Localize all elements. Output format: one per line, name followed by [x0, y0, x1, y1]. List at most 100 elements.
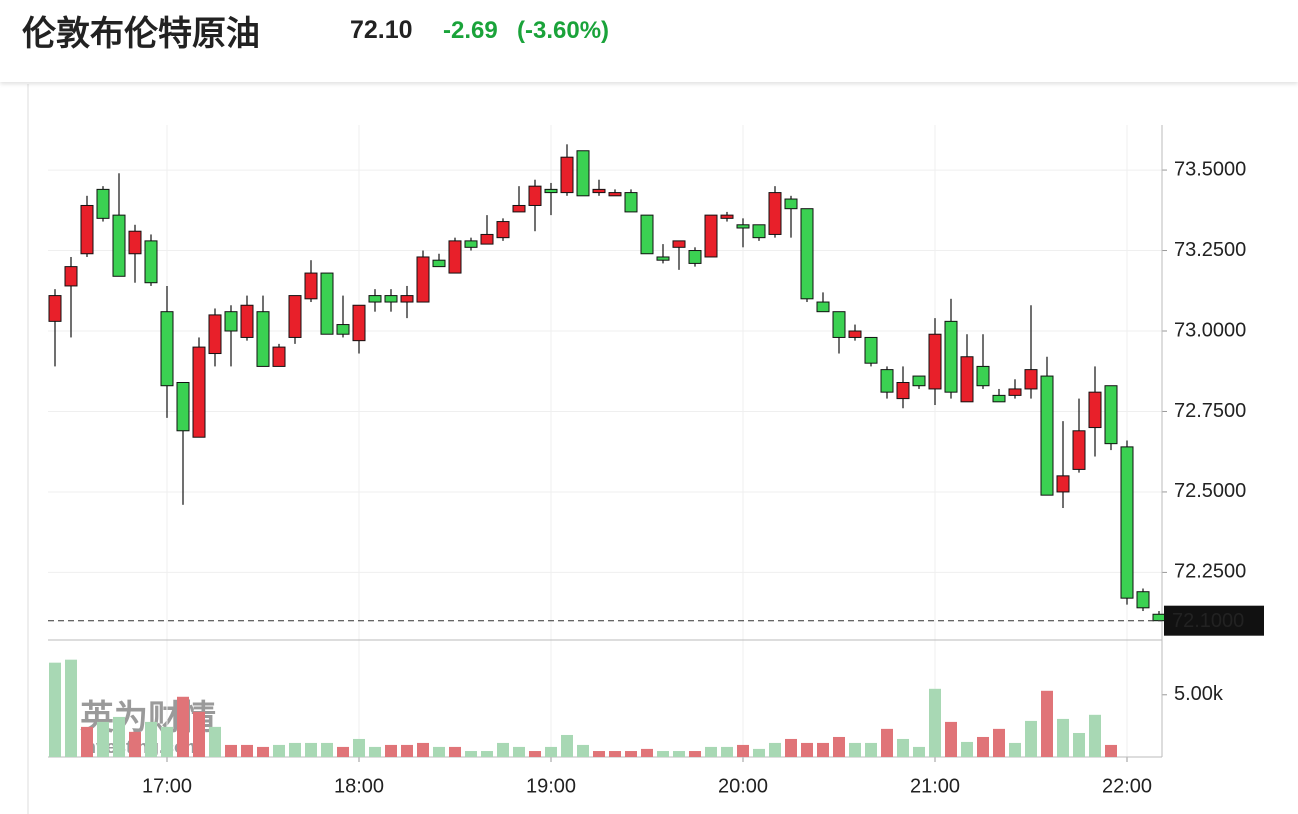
- candle-body: [384, 295, 398, 303]
- current-price-box: [1164, 605, 1264, 636]
- volume-bar: [641, 748, 653, 757]
- volume-bar: [433, 746, 445, 757]
- candle-body: [640, 214, 654, 255]
- candle-body: [304, 272, 318, 300]
- candle-body: [704, 214, 718, 258]
- volume-bar: [129, 731, 141, 757]
- candle-body: [48, 295, 62, 322]
- y-tick-label: 73.5000: [1174, 158, 1246, 180]
- candle-body: [368, 295, 382, 303]
- volume-bar: [353, 738, 365, 757]
- candle-body: [432, 259, 446, 268]
- candle-body: [1104, 385, 1118, 445]
- volume-bar: [321, 742, 333, 757]
- volume-bar: [337, 746, 349, 757]
- volume-bar: [49, 662, 61, 757]
- header: 伦敦布伦特原油 72.10 -2.69 (-3.60%): [0, 0, 1298, 82]
- candle-body: [528, 185, 542, 206]
- candle-body: [944, 320, 958, 393]
- candle-body: [928, 333, 942, 390]
- candle-body: [288, 295, 302, 338]
- candle-body: [976, 365, 990, 387]
- candle-body: [240, 304, 254, 338]
- candle-body: [960, 356, 974, 403]
- x-tick-label: 19:00: [526, 775, 576, 797]
- y-tick-label: 73.2500: [1174, 239, 1246, 261]
- volume-bar: [945, 721, 957, 757]
- candle-body: [896, 382, 910, 400]
- volume-bar: [721, 746, 733, 757]
- volume-bar: [545, 746, 557, 757]
- volume-bar: [81, 726, 93, 757]
- volume-bar: [449, 746, 461, 757]
- candle-body: [1008, 388, 1022, 396]
- x-tick-label: 18:00: [334, 775, 384, 797]
- volume-bar: [849, 742, 861, 757]
- candle-body: [480, 233, 494, 245]
- y-tick-label: 72.5000: [1174, 480, 1246, 502]
- volume-bar: [561, 734, 573, 757]
- volume-bar: [209, 726, 221, 757]
- candle-body: [400, 295, 414, 303]
- candle-body: [736, 224, 750, 229]
- volume-bar: [657, 751, 669, 757]
- candle-body: [192, 346, 206, 438]
- candle-body: [144, 240, 158, 284]
- volume-bar: [865, 742, 877, 757]
- volume-bar: [737, 744, 749, 757]
- candle-body: [80, 204, 94, 255]
- candle-body: [160, 311, 174, 387]
- candle-body: [912, 375, 926, 387]
- candle-body: [1056, 475, 1070, 493]
- x-tick-label: 22:00: [1102, 775, 1152, 797]
- volume-bar: [913, 746, 925, 757]
- candle-body: [784, 198, 798, 210]
- y-tick-label: 72.7500: [1174, 400, 1246, 422]
- candle-body: [128, 230, 142, 255]
- volume-bar: [417, 742, 429, 757]
- candle-body: [592, 188, 606, 194]
- volume-bar: [1105, 744, 1117, 757]
- candle-body: [848, 330, 862, 338]
- candle-body: [224, 311, 238, 332]
- candle-body: [864, 336, 878, 364]
- volume-bar: [225, 744, 237, 757]
- volume-bar: [369, 746, 381, 757]
- volume-bar: [593, 751, 605, 757]
- candle-body: [1120, 446, 1134, 599]
- candle-body: [816, 301, 830, 313]
- x-tick-label: 17:00: [142, 775, 192, 797]
- candle-body: [608, 192, 622, 197]
- candle-body: [1024, 369, 1038, 390]
- candle-body: [1040, 375, 1054, 496]
- current-price-label: 72.1000: [1172, 610, 1244, 632]
- volume-bar: [897, 738, 909, 757]
- candle-body: [208, 314, 222, 355]
- candle-body: [1088, 391, 1102, 429]
- volume-bar: [785, 738, 797, 757]
- volume-bar: [977, 736, 989, 757]
- volume-bar: [497, 742, 509, 757]
- candle-body: [64, 266, 78, 287]
- volume-bar: [1057, 718, 1069, 757]
- volume-tick-label: 5.00k: [1174, 683, 1224, 705]
- volume-bar: [241, 744, 253, 757]
- candle-body: [992, 394, 1006, 403]
- volume-bar: [625, 751, 637, 757]
- volume-bar: [689, 751, 701, 757]
- x-tick-label: 20:00: [718, 775, 768, 797]
- candle-body: [272, 346, 286, 367]
- volume-bar: [1025, 720, 1037, 757]
- volume-bar: [273, 744, 285, 757]
- volume-bar: [401, 744, 413, 757]
- volume-bar: [833, 736, 845, 757]
- volume-bar: [673, 751, 685, 757]
- candle-body: [880, 369, 894, 393]
- volume-bar: [385, 744, 397, 757]
- candle-body: [800, 208, 814, 300]
- candle-body: [1152, 613, 1166, 622]
- candle-body: [1072, 430, 1086, 470]
- candle-body: [336, 324, 350, 335]
